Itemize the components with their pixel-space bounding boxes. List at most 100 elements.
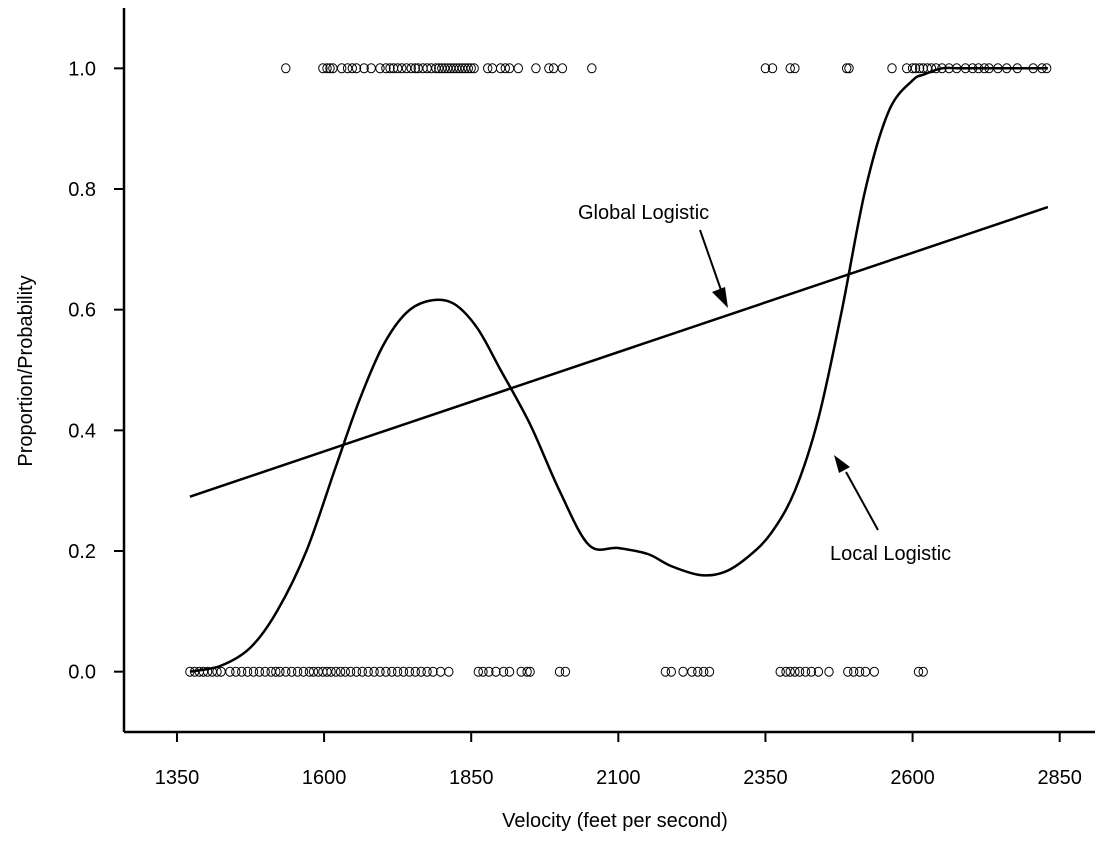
data-point <box>337 63 347 74</box>
data-point <box>967 63 978 74</box>
data-point <box>500 63 510 74</box>
data-point <box>478 666 488 677</box>
data-point <box>331 666 341 677</box>
data-point <box>254 666 265 677</box>
data-point <box>375 666 385 677</box>
data-point <box>318 63 328 74</box>
data-point <box>422 666 432 677</box>
data-point <box>522 666 532 677</box>
y-axis-title: Proportion/Probability <box>15 275 37 466</box>
data-point <box>979 63 990 74</box>
data-point <box>242 666 253 677</box>
data-point <box>854 666 865 677</box>
data-point <box>525 666 535 677</box>
data-point <box>326 666 336 677</box>
data-point <box>660 666 671 677</box>
data-point <box>544 63 554 74</box>
data-point <box>225 666 235 677</box>
data-point <box>340 666 350 677</box>
data-point <box>287 666 297 677</box>
curve-global-logistic <box>189 205 1049 498</box>
data-point <box>231 666 241 677</box>
data-point <box>699 666 709 677</box>
data-point <box>410 666 420 677</box>
data-point <box>910 63 921 74</box>
data-point <box>359 63 369 74</box>
data-point <box>844 63 854 74</box>
data-point <box>397 63 407 74</box>
data-point <box>198 666 209 677</box>
annotation-global-logistic: Global Logistic <box>578 202 709 224</box>
data-point <box>385 63 395 74</box>
data-point <box>843 666 853 677</box>
data-point <box>790 63 800 74</box>
data-point <box>498 666 509 677</box>
data-point <box>931 63 941 74</box>
data-point <box>369 666 379 677</box>
data-point <box>800 666 811 677</box>
arrow-global-logistic <box>699 229 722 291</box>
data-point <box>887 63 897 74</box>
data-point <box>469 63 479 74</box>
data-point <box>260 666 270 677</box>
data-point <box>308 666 319 677</box>
data-point <box>185 666 195 677</box>
arrowhead-global-logistic <box>712 287 728 308</box>
data-point <box>444 666 454 677</box>
x-tick-label: 2850 <box>1037 767 1082 789</box>
data-point <box>785 666 795 677</box>
data-point <box>557 63 568 74</box>
data-point <box>760 63 771 74</box>
data-point <box>248 666 259 677</box>
data-point <box>1002 63 1012 74</box>
data-point <box>918 666 928 677</box>
data-point <box>513 63 523 74</box>
data-point <box>212 666 222 677</box>
data-point <box>357 666 367 677</box>
arrow-local-logistic <box>845 471 879 531</box>
data-point <box>473 666 483 677</box>
data-point <box>271 666 281 677</box>
data-point <box>381 666 391 677</box>
data-point <box>960 63 971 74</box>
y-tick-label: 0.4 <box>68 420 96 442</box>
data-point <box>806 666 817 677</box>
data-point <box>687 666 697 677</box>
x-tick-label: 1350 <box>155 767 200 789</box>
data-point <box>973 63 984 74</box>
data-point <box>1012 63 1022 74</box>
data-point <box>325 63 335 74</box>
data-point <box>678 666 688 677</box>
annotation-local-logistic: Local Logistic <box>830 543 951 565</box>
data-point <box>426 63 436 74</box>
points-layer <box>185 63 1052 677</box>
data-point <box>704 666 715 677</box>
data-point <box>794 666 805 677</box>
x-tick-label: 2600 <box>890 767 935 789</box>
data-point <box>237 666 247 677</box>
data-point <box>363 666 373 677</box>
data-point <box>491 666 501 677</box>
x-tick-label: 2350 <box>743 767 788 789</box>
x-tick-label: 1600 <box>302 767 347 789</box>
data-point <box>926 63 937 74</box>
data-point <box>775 666 785 677</box>
series-layer <box>189 66 1049 673</box>
data-point <box>292 666 303 677</box>
data-point <box>813 666 824 677</box>
data-point <box>434 63 444 74</box>
data-point <box>693 666 703 677</box>
data-point <box>785 63 795 74</box>
data-point <box>666 666 676 677</box>
data-point <box>907 63 918 74</box>
data-point <box>484 666 494 677</box>
y-tick-label: 1.0 <box>68 58 96 80</box>
data-point <box>587 63 597 74</box>
data-point <box>483 63 493 74</box>
data-point <box>298 666 309 677</box>
x-ticks: 1350 1600 1850 2100 2350 2600 2850 <box>155 732 1082 789</box>
data-point <box>914 63 925 74</box>
curve-local-logistic <box>189 66 1048 673</box>
data-point <box>560 666 571 677</box>
data-point <box>392 666 403 677</box>
